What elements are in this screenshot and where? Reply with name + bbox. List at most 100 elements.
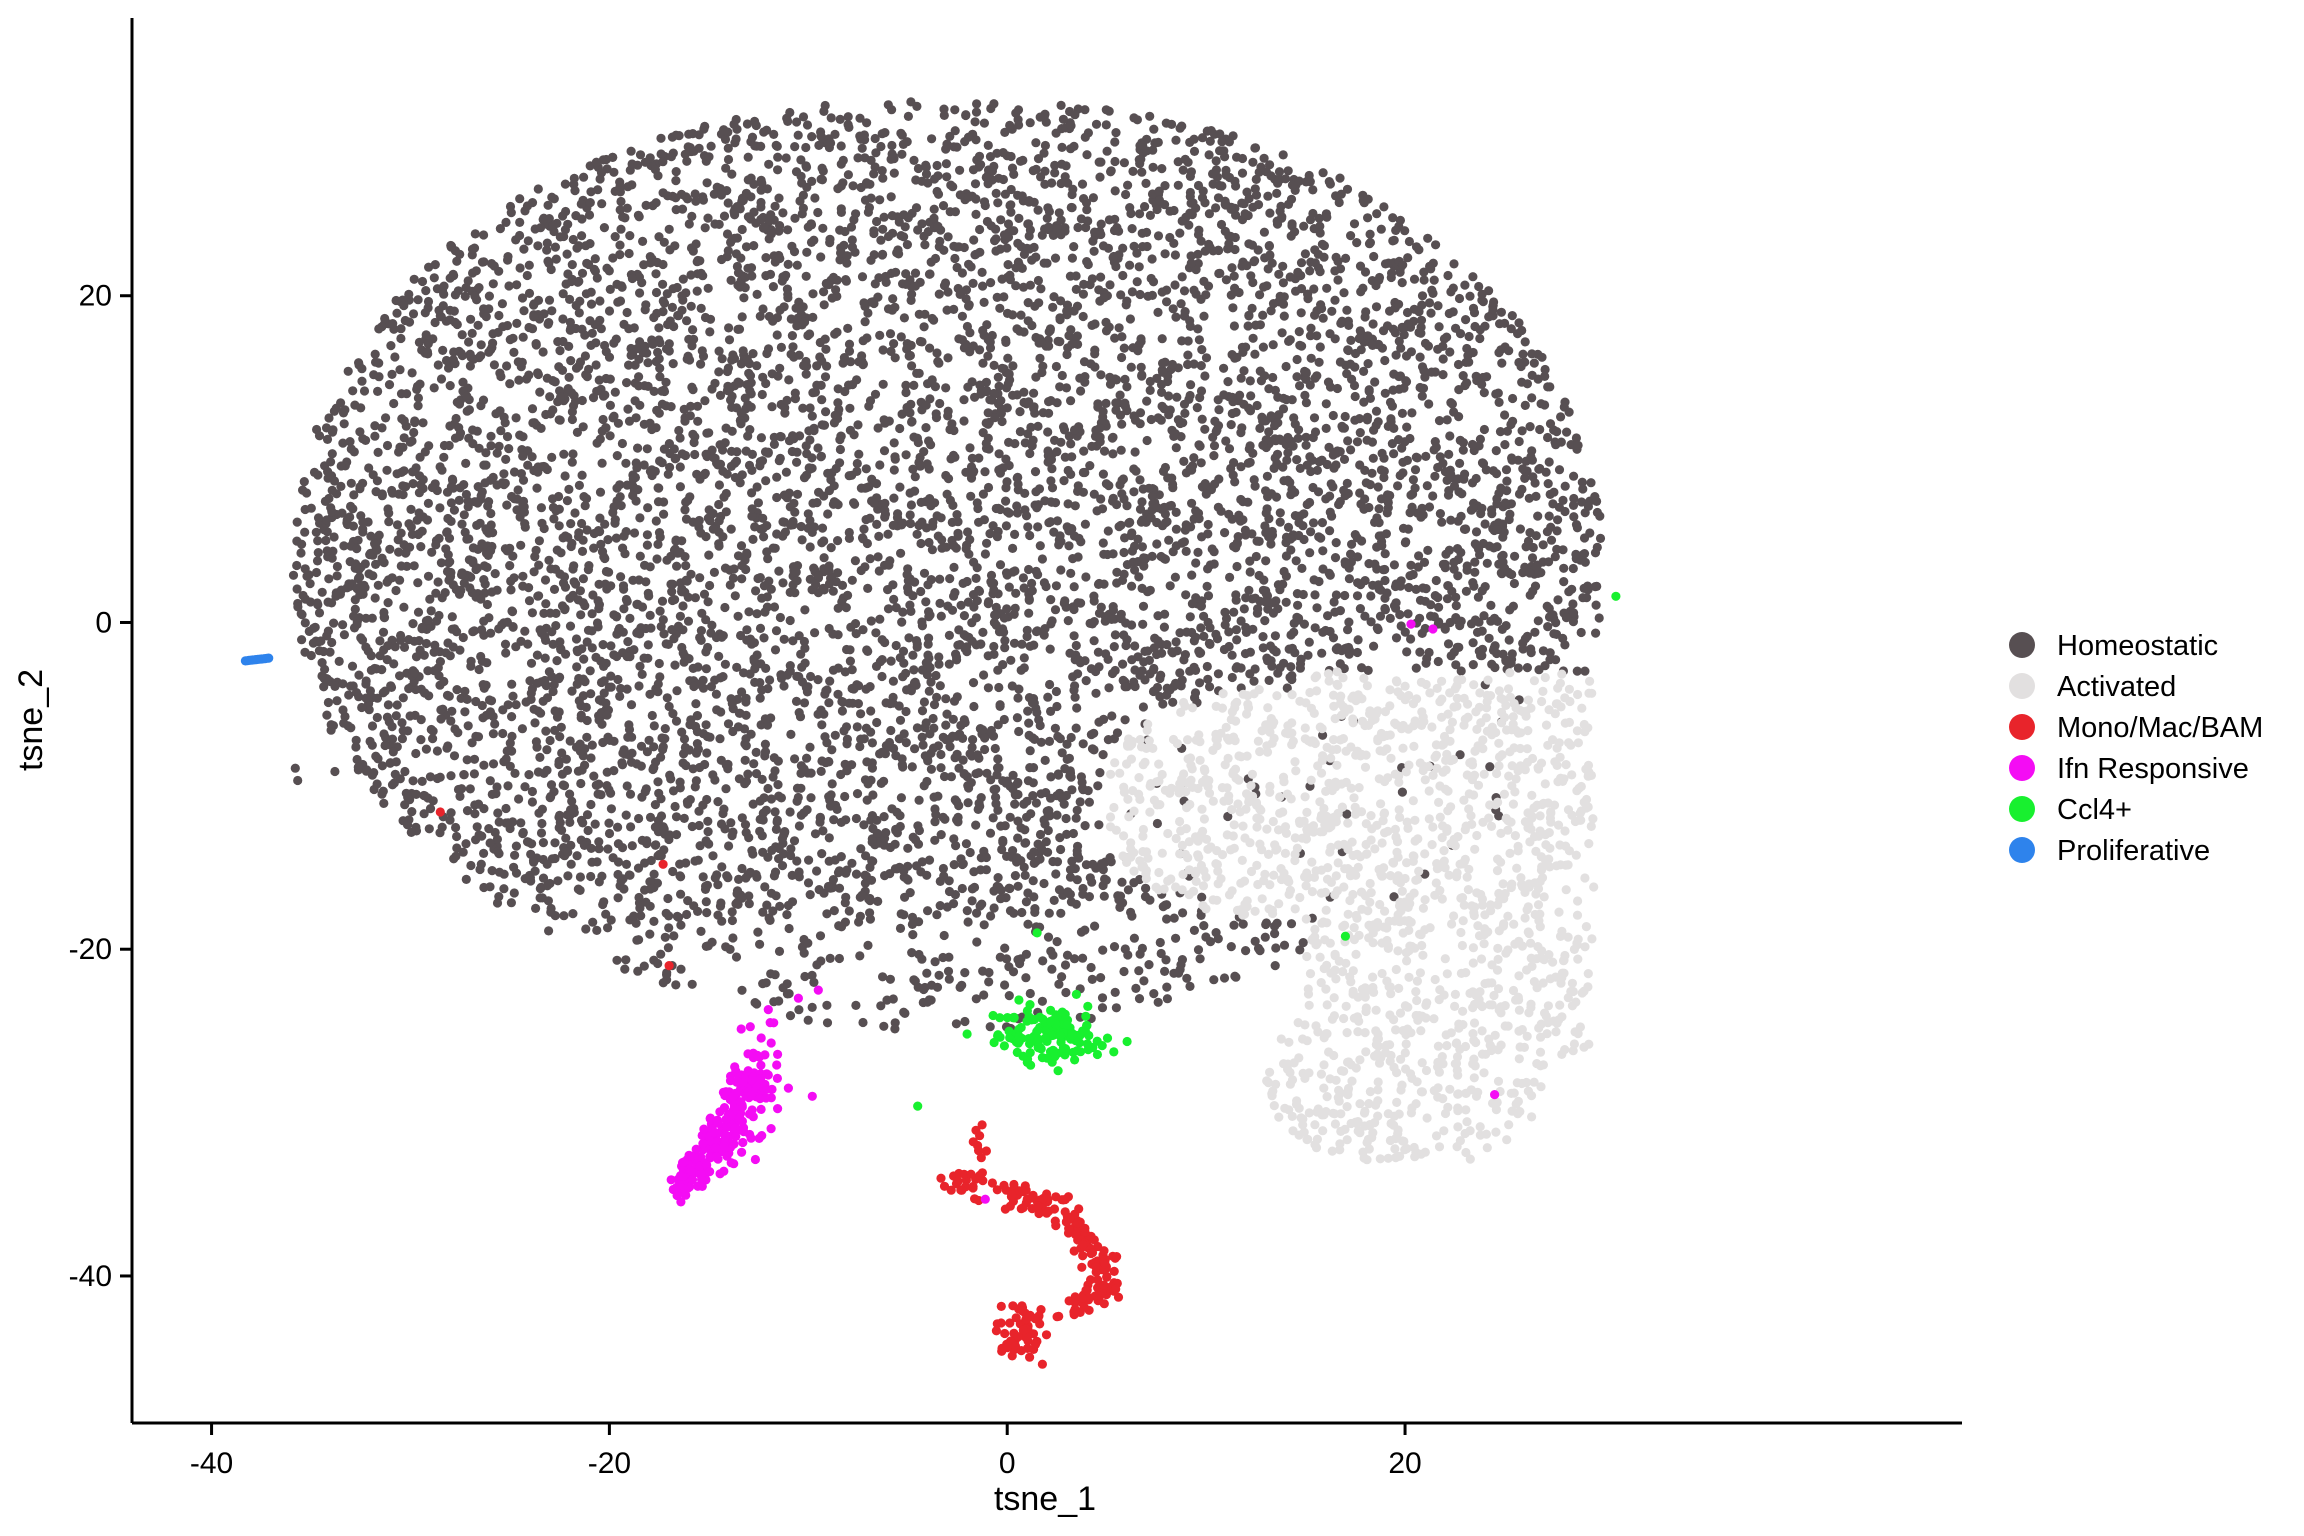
- point-homeostatic: [1453, 359, 1464, 370]
- point-homeostatic: [484, 613, 494, 623]
- point-homeostatic: [682, 909, 692, 920]
- point-homeostatic: [1560, 397, 1570, 407]
- point-homeostatic: [888, 294, 898, 304]
- point-homeostatic: [781, 153, 791, 163]
- point-homeostatic: [373, 447, 383, 457]
- point-homeostatic: [465, 361, 475, 371]
- point-homeostatic: [681, 514, 692, 524]
- point-homeostatic: [1203, 591, 1214, 601]
- point-homeostatic: [483, 501, 493, 511]
- point-homeostatic: [1196, 236, 1206, 246]
- point-homeostatic: [421, 744, 431, 754]
- point-homeostatic: [1143, 291, 1153, 301]
- point-homeostatic: [1059, 476, 1069, 486]
- point-homeostatic: [601, 566, 612, 577]
- point-homeostatic: [701, 897, 711, 907]
- point-homeostatic: [944, 974, 954, 984]
- point-homeostatic: [1044, 408, 1054, 418]
- point-homeostatic: [1145, 385, 1155, 395]
- point-homeostatic: [577, 214, 587, 224]
- point-homeostatic: [1454, 293, 1465, 304]
- point-homeostatic: [1080, 519, 1090, 529]
- point-homeostatic: [384, 508, 394, 518]
- point-homeostatic: [444, 691, 454, 701]
- point-homeostatic: [957, 311, 968, 321]
- point-homeostatic: [642, 540, 653, 550]
- point-homeostatic: [911, 203, 922, 213]
- point-homeostatic: [862, 118, 872, 128]
- point-homeostatic: [1360, 312, 1370, 322]
- point-homeostatic: [1520, 337, 1530, 347]
- point-homeostatic: [1087, 974, 1097, 985]
- point-homeostatic: [527, 198, 538, 208]
- point-homeostatic: [1250, 184, 1260, 194]
- point-homeostatic: [1013, 833, 1023, 843]
- point-homeostatic: [668, 709, 678, 719]
- point-homeostatic: [855, 113, 865, 123]
- point-homeostatic: [1479, 388, 1489, 398]
- point-homeostatic: [1017, 639, 1027, 649]
- point-homeostatic: [956, 600, 966, 610]
- point-homeostatic: [1548, 499, 1558, 509]
- point-homeostatic: [1383, 496, 1393, 506]
- point-homeostatic: [718, 631, 728, 641]
- point-homeostatic: [336, 461, 346, 471]
- point-homeostatic: [840, 898, 850, 908]
- point-homeostatic: [323, 626, 333, 636]
- point-homeostatic: [1576, 627, 1586, 638]
- point-homeostatic: [961, 285, 972, 295]
- point-homeostatic: [896, 128, 906, 138]
- point-homeostatic: [1020, 438, 1030, 448]
- point-homeostatic: [855, 951, 865, 961]
- point-homeostatic: [536, 503, 547, 513]
- point-homeostatic: [691, 699, 701, 709]
- point-homeostatic: [986, 278, 996, 288]
- point-homeostatic: [541, 726, 551, 736]
- point-homeostatic: [411, 748, 421, 759]
- point-homeostatic: [917, 954, 927, 964]
- point-homeostatic: [578, 574, 589, 584]
- point-homeostatic: [761, 253, 771, 263]
- point-homeostatic: [461, 839, 471, 849]
- point-homeostatic: [1305, 548, 1315, 558]
- point-homeostatic: [820, 372, 831, 382]
- point-homeostatic: [946, 772, 957, 782]
- point-homeostatic: [714, 651, 724, 662]
- point-homeostatic: [585, 666, 595, 676]
- point-homeostatic: [1010, 529, 1020, 540]
- point-homeostatic: [789, 498, 799, 508]
- point-homeostatic: [789, 247, 800, 257]
- point-homeostatic: [932, 160, 942, 171]
- point-homeostatic: [827, 293, 837, 303]
- point-homeostatic: [635, 661, 645, 671]
- point-homeostatic: [985, 1022, 995, 1032]
- point-homeostatic: [1029, 640, 1039, 650]
- point-homeostatic: [1078, 311, 1088, 322]
- point-homeostatic: [566, 859, 576, 869]
- point-homeostatic: [934, 289, 944, 299]
- point-homeostatic: [917, 706, 928, 716]
- point-homeostatic: [896, 332, 906, 342]
- point-homeostatic: [574, 308, 584, 318]
- point-homeostatic: [1071, 813, 1081, 823]
- point-homeostatic: [1025, 988, 1035, 999]
- point-homeostatic: [564, 484, 574, 494]
- point-homeostatic: [732, 261, 743, 272]
- point-homeostatic: [346, 501, 356, 511]
- point-homeostatic: [660, 932, 670, 942]
- point-homeostatic: [591, 780, 601, 790]
- point-homeostatic: [1292, 354, 1302, 365]
- point-homeostatic: [1170, 572, 1180, 582]
- point-homeostatic: [668, 359, 678, 369]
- point-homeostatic: [963, 798, 973, 808]
- point-homeostatic: [551, 506, 561, 516]
- point-homeostatic: [1164, 535, 1174, 545]
- point-homeostatic: [1255, 290, 1265, 300]
- point-homeostatic: [731, 952, 742, 962]
- point-homeostatic: [896, 793, 907, 803]
- point-homeostatic: [747, 465, 757, 475]
- point-homeostatic: [1267, 661, 1277, 671]
- point-homeostatic: [880, 505, 890, 516]
- point-homeostatic: [1158, 466, 1169, 476]
- point-homeostatic: [891, 267, 901, 277]
